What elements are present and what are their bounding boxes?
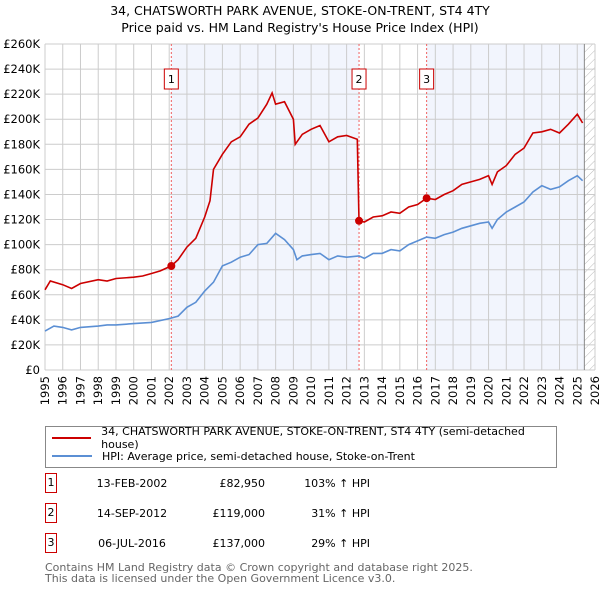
sale-badge: 2 <box>45 503 57 523</box>
sale-hpi: 31% ↑ HPI <box>311 506 370 520</box>
x-tick-label: 2026 <box>588 376 600 405</box>
sale-badge: 1 <box>45 473 57 493</box>
y-tick-label: £260K <box>3 37 40 51</box>
series-line-hpi <box>44 174 584 332</box>
legend-swatch-red <box>52 437 92 439</box>
x-tick-label: 2025 <box>570 376 584 405</box>
sale-marker-badge <box>419 68 435 90</box>
sale-price: £137,000 <box>212 536 266 550</box>
sale-hpi: 29% ↑ HPI <box>311 536 370 550</box>
legend-label-hpi: HPI: Average price, semi-detached house,… <box>102 449 415 463</box>
x-tick-label: 2003 <box>180 376 194 405</box>
x-tick-label: 2004 <box>198 376 212 405</box>
y-tick-label: £0 <box>25 363 40 377</box>
forecast-hatch <box>584 44 595 370</box>
x-tick-label: 2000 <box>127 376 141 405</box>
x-tick-label: 1997 <box>73 376 87 405</box>
y-tick-label: £60K <box>11 288 41 302</box>
sale-badge: 3 <box>45 533 57 553</box>
legend-label-property: 34, CHATSWORTH PARK AVENUE, STOKE-ON-TRE… <box>101 425 525 451</box>
x-tick-label: 2007 <box>251 376 265 405</box>
x-tick-label: 2023 <box>535 376 549 405</box>
sale-row: 1 13-FEB-2002 £82,950 103% ↑ HPI <box>45 473 370 493</box>
shade-region <box>426 44 585 370</box>
x-tick-label: 2024 <box>553 376 567 405</box>
x-tick-label: 2017 <box>428 376 442 405</box>
series-line-property <box>44 90 584 291</box>
sale-row: 2 14-SEP-2012 £119,000 31% ↑ HPI <box>45 503 370 523</box>
sale-point <box>355 216 364 225</box>
x-tick-label: 2002 <box>162 376 176 405</box>
y-tick-label: £140K <box>3 187 40 201</box>
x-tick-label: 2005 <box>215 376 229 405</box>
x-tick-label: 2015 <box>393 376 407 405</box>
legend-item-property: 34, CHATSWORTH PARK AVENUE, STOKE-ON-TRE… <box>52 425 556 451</box>
x-tick-label: 2022 <box>517 376 531 405</box>
x-tick-label: 1996 <box>56 376 70 405</box>
legend-item-hpi: HPI: Average price, semi-detached house,… <box>52 448 415 464</box>
x-tick-label: 2020 <box>482 376 496 405</box>
x-tick-label: 2016 <box>411 376 425 405</box>
sale-marker-badge <box>163 68 179 90</box>
x-tick-label: 2006 <box>233 376 247 405</box>
y-tick-label: £40K <box>11 313 41 327</box>
x-tick-label: 2018 <box>446 376 460 405</box>
price-chart: 1995 1996 1997 1998 1999 2000 2001 2002 2003 2004… <box>3 37 600 405</box>
sale-date: 06-JUL-2016 <box>98 536 166 550</box>
sale-price: £119,000 <box>212 506 266 520</box>
footer-licence: This data is licensed under the Open Gov… <box>45 572 396 585</box>
sale-hpi: 103% ↑ HPI <box>304 476 370 490</box>
chart-title: 34, CHATSWORTH PARK AVENUE, STOKE-ON-TRE… <box>110 3 490 18</box>
y-tick-label: £120K <box>3 213 40 227</box>
x-tick-label: 2001 <box>144 376 158 405</box>
x-tick-label: 2013 <box>357 376 371 405</box>
y-tick-label: £180K <box>3 137 40 151</box>
x-tick-label: 1998 <box>91 376 105 405</box>
sale-date: 14-SEP-2012 <box>96 506 168 520</box>
sale-point <box>167 261 176 270</box>
x-tick-label: 2012 <box>340 376 354 405</box>
x-tick-label: 1995 <box>38 376 52 405</box>
footer-copyright: Contains HM Land Registry data © Crown c… <box>45 561 473 574</box>
sale-row: 3 06-JUL-2016 £137,000 29% ↑ HPI <box>45 533 370 553</box>
sale-marker-badge <box>351 68 367 90</box>
y-tick-label: £20K <box>11 338 41 352</box>
x-tick-label: 2021 <box>499 376 513 405</box>
shade-region <box>171 44 360 370</box>
x-tick-label: 2011 <box>322 376 336 405</box>
chart-subtitle: Price paid vs. HM Land Registry's House … <box>121 20 479 35</box>
x-tick-label: 2010 <box>304 376 318 405</box>
sale-marker-label: 1 <box>168 73 175 86</box>
x-tick-label: 2009 <box>286 376 300 405</box>
y-tick-label: £200K <box>3 112 40 126</box>
y-tick-label: £220K <box>3 87 40 101</box>
sale-point <box>422 194 431 203</box>
x-tick-label: 1999 <box>109 376 123 405</box>
y-tick-label: £240K <box>3 62 40 76</box>
y-tick-label: £80K <box>11 263 41 277</box>
x-tick-label: 2019 <box>464 376 478 405</box>
y-tick-label: £160K <box>3 162 40 176</box>
sale-price: £82,950 <box>219 476 266 490</box>
x-tick-label: 2008 <box>269 376 283 405</box>
sale-marker-label: 2 <box>356 73 363 86</box>
legend: 34, CHATSWORTH PARK AVENUE, STOKE-ON-TRE… <box>45 425 557 468</box>
legend-swatch-blue <box>52 455 92 457</box>
x-tick-label: 2014 <box>375 376 389 405</box>
y-tick-label: £100K <box>3 238 40 252</box>
sale-date: 13-FEB-2002 <box>96 476 168 490</box>
sale-marker-label: 3 <box>423 73 430 86</box>
